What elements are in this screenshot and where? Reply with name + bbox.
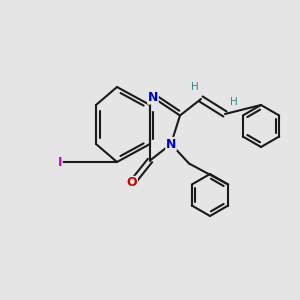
- Text: I: I: [58, 155, 62, 169]
- Text: O: O: [127, 176, 137, 190]
- Text: N: N: [148, 91, 158, 104]
- Text: H: H: [191, 82, 199, 92]
- Text: N: N: [166, 137, 176, 151]
- Text: H: H: [230, 97, 238, 107]
